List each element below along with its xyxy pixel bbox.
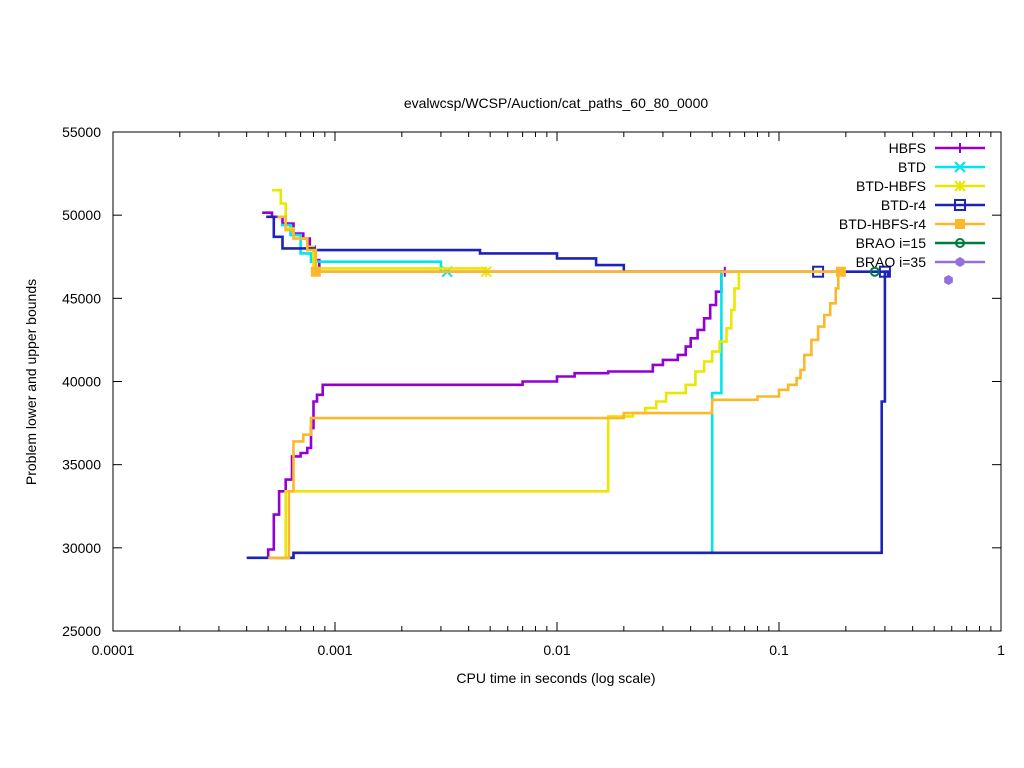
legend-label: BTD-HBFS [856,178,926,194]
x-tick-label: 0.001 [317,642,352,658]
legend-marker [955,238,965,248]
series-marker-brao-i-35 [944,275,953,286]
x-axis-label: CPU time in seconds (log scale) [456,670,655,686]
legend-label: BTD-HBFS-r4 [839,216,926,232]
y-tick-label: 30000 [62,540,101,556]
series-marker-btd-hbfs-r4 [835,266,846,277]
series-line-btd-r4-lower [246,270,889,560]
y-tick-label: 25000 [62,623,101,639]
legend-marker [954,199,966,211]
legend-marker [954,180,966,192]
axis-ticks: 25000 30000 35000 40000 45000 50000 55000 0.000… [62,124,1005,658]
y-tick-label: 45000 [62,290,101,306]
y-tick-label: 40000 [62,374,101,390]
legend: HBFS BTD BTD-HBFS BTD-r4 BTD-HBFS-r4 BRAO i=1… [839,140,985,270]
x-tick-label: 1 [997,642,1005,658]
series-marker-btd-r4 [878,265,891,278]
legend-label: BRAO i=35 [856,254,927,270]
series-line-btd-hbfs-lower [277,270,741,560]
y-tick-label: 35000 [62,457,101,473]
series-line-btd-hbfs-r4-lower [268,270,841,560]
series-marker-btd-hbfs-r4 [310,266,321,277]
chart-title: evalwcsp/WCSP/Auction/cat_paths_60_80_00… [404,95,709,111]
series-line-btd-hbfs-upper [272,188,487,270]
y-axis-label: Problem lower and upper bounds [23,279,39,485]
legend-label: HBFS [889,140,926,156]
series-line-btd-hbfs-r4-upper [277,215,841,273]
legend-marker [955,219,965,229]
x-tick-label: 0.1 [769,642,789,658]
series-layer [246,188,953,560]
x-tick-label: 0.0001 [92,642,135,658]
legend-marker [955,257,965,267]
y-tick-label: 50000 [62,207,101,223]
legend-label: BRAO i=15 [856,235,927,251]
y-tick-label: 55000 [62,124,101,140]
series-marker-brao-i-15 [869,266,880,277]
series-line-btd-r4-upper [266,215,890,277]
series-line-hbfs-lower [266,270,725,558]
legend-label: BTD [898,159,926,175]
series-line-btd-lower [277,270,725,560]
legend-marker [955,143,965,153]
legend-marker [954,161,966,173]
legend-label: BTD-r4 [881,197,926,213]
x-tick-label: 0.01 [543,642,570,658]
